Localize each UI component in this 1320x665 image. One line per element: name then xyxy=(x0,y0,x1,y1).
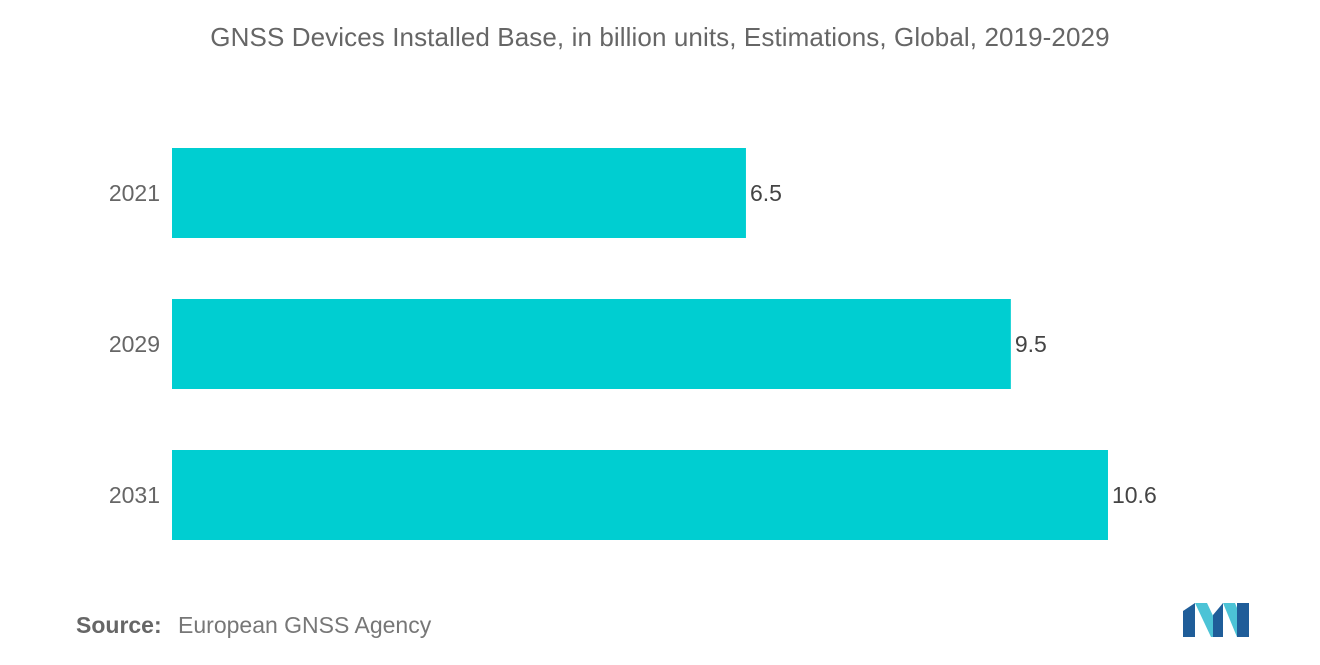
chart-title: GNSS Devices Installed Base, in billion … xyxy=(210,22,1110,52)
category-label-2031: 2031 xyxy=(109,482,160,508)
source-text: European GNSS Agency xyxy=(178,612,432,638)
bar-chart: 2021 6.5 2029 9.5 2031 10.6 xyxy=(109,148,1157,540)
source-label: Source: xyxy=(76,612,162,638)
category-label-2021: 2021 xyxy=(109,180,160,206)
value-label-2031: 10.6 xyxy=(1112,482,1157,508)
value-label-2029: 9.5 xyxy=(1015,331,1047,357)
mordor-intelligence-logo-icon xyxy=(1183,603,1249,637)
bar-2031 xyxy=(172,450,1108,540)
logo-middle-stroke xyxy=(1213,603,1223,637)
logo-right-stroke xyxy=(1237,603,1249,637)
bar-2029 xyxy=(172,299,1011,389)
bar-2021 xyxy=(172,148,746,238)
value-label-2021: 6.5 xyxy=(750,180,782,206)
category-label-2029: 2029 xyxy=(109,331,160,357)
source-line: Source: European GNSS Agency xyxy=(76,612,431,639)
logo-left-stroke xyxy=(1183,603,1195,637)
